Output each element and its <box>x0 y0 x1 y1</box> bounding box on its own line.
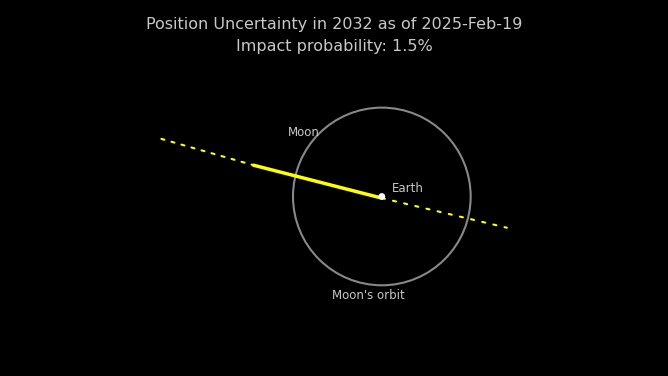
Text: Moon's orbit: Moon's orbit <box>332 289 405 302</box>
Text: Earth: Earth <box>391 182 424 195</box>
Text: Position Uncertainty in 2032 as of 2025-Feb-19: Position Uncertainty in 2032 as of 2025-… <box>146 17 522 32</box>
Circle shape <box>379 194 385 199</box>
Text: Moon: Moon <box>288 126 320 139</box>
Text: Impact probability: 1.5%: Impact probability: 1.5% <box>236 39 432 55</box>
